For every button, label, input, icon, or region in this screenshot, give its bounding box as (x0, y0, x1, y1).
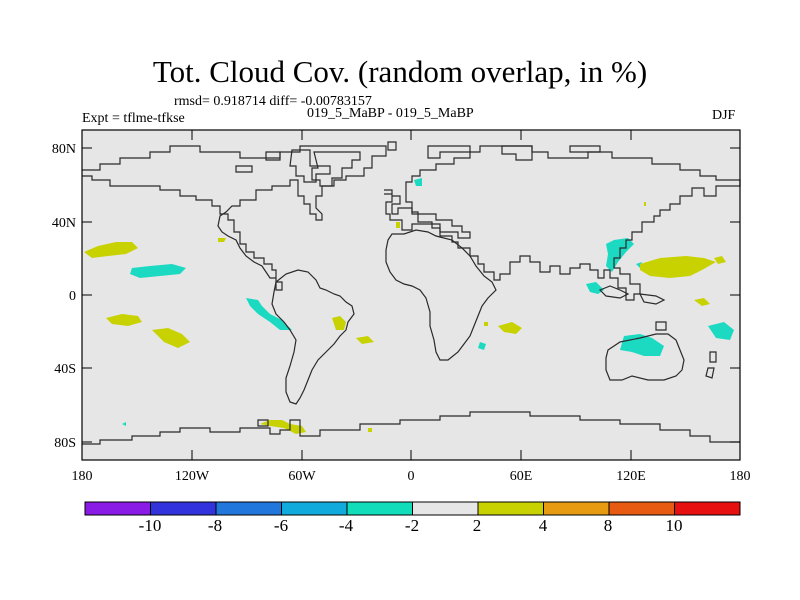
colorbar-box (477, 501, 544, 516)
colorbar-box (150, 501, 217, 516)
colorbar-label: -6 (273, 516, 289, 535)
lon-label: 180 (72, 469, 93, 484)
colorbar-box (674, 501, 741, 516)
plot-title: Tot. Cloud Cov. (random overlap, in %) (152, 54, 648, 89)
axis-ticks (82, 130, 740, 460)
colorbar-label: 8 (603, 516, 613, 535)
stats-line: rmsd= 0.918714 diff= -0.00783157 (174, 94, 372, 109)
colorbar-label: -8 (207, 516, 223, 535)
lon-label: 120E (616, 469, 646, 484)
colorbar-label: 2 (472, 516, 482, 535)
longitude-labels: 180 120W 60W 0 60E 120E 180 (72, 469, 751, 484)
lon-label: 0 (408, 469, 415, 484)
colorbar-box (84, 501, 151, 516)
colorbar-box (543, 501, 610, 516)
colorbar-label: -2 (404, 516, 420, 535)
map-background (82, 130, 740, 460)
coastlines (82, 141, 741, 445)
lat-label: 0 (69, 289, 76, 304)
colorbar-label: 4 (538, 516, 548, 535)
lon-label: 60E (510, 469, 533, 484)
lon-label: 120W (175, 469, 210, 484)
colorbar-box (608, 501, 675, 516)
lon-label: 180 (730, 469, 751, 484)
colorbar-label: -10 (138, 516, 162, 535)
lat-label: 40S (54, 362, 76, 377)
colorbar-box (215, 501, 282, 516)
runs-line: 019_5_MaBP - 019_5_MaBP (307, 106, 474, 121)
colorbar-box (346, 501, 413, 516)
lat-label: 80S (54, 436, 76, 451)
lon-label: 60W (288, 469, 316, 484)
lat-label: 40N (52, 216, 76, 231)
colorbar (84, 501, 741, 516)
colorbar-box (281, 501, 348, 516)
lat-label: 80N (52, 142, 76, 157)
latitude-labels: 80N 40N 0 40S 80S (52, 142, 76, 451)
positive-anomaly-regions (84, 202, 726, 434)
season-label: DJF (712, 108, 736, 123)
colorbar-label: 10 (665, 516, 683, 535)
colorbar-label: -4 (338, 516, 354, 535)
colorbar-box (412, 501, 479, 516)
experiment-line: Expt = tflme-tfkse (82, 111, 185, 126)
